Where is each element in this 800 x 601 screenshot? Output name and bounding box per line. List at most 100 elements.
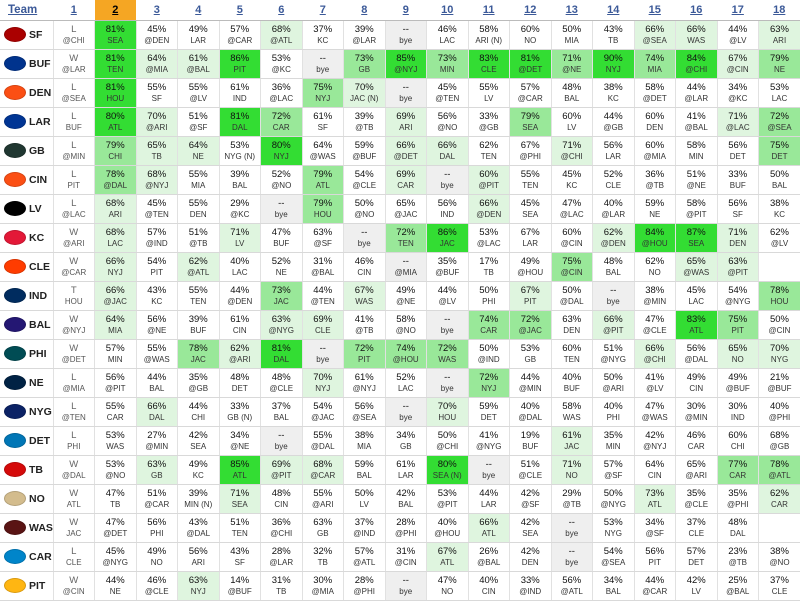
week-cell[interactable]: 29%@TB [551,485,593,514]
week-cell[interactable]: 30%@MIN [676,398,718,427]
week-cell[interactable]: 55%CAR [95,398,137,427]
week-cell[interactable]: 61%IND [219,79,261,108]
week-cell[interactable]: 58%@DET [634,79,676,108]
week-cell[interactable]: 27%@MIN [136,427,178,456]
week-cell[interactable]: 44%@TEN [302,282,344,311]
week-cell[interactable]: 67%ATL [427,543,469,572]
week-cell[interactable]: 48%@CLE [261,369,303,398]
week-cell[interactable]: 63%NYJ [178,572,220,601]
week-cell[interactable]: L@CHI [53,21,95,50]
week-cell[interactable]: 57%@CAR [219,21,261,50]
week-cell[interactable]: 61%LAR [385,456,427,485]
week-cell[interactable]: 75%@CIN [551,253,593,282]
week-cell[interactable]: 66%@DET [385,137,427,166]
week-cell[interactable]: 74%MIA [634,50,676,79]
week-cell[interactable]: 50%@CHI [427,427,469,456]
week-cell[interactable]: 66%ATL [468,514,510,543]
week-cell[interactable]: --bye [302,50,344,79]
week-cell[interactable]: 74%@HOU [385,340,427,369]
week-cell[interactable]: 45%@NYG [95,543,137,572]
week-cell[interactable]: 55%LV [468,79,510,108]
week-cell[interactable]: 51%@CAR [136,485,178,514]
week-cell[interactable]: 73%JAC [261,282,303,311]
week-cell[interactable]: 47%@CLE [634,311,676,340]
week-cell[interactable]: 58%@NO [385,311,427,340]
week-cell[interactable]: 75%NYJ [302,79,344,108]
week-cell[interactable]: 37%@IND [344,514,386,543]
week-header-7[interactable]: 7 [302,0,344,21]
week-header-8[interactable]: 8 [344,0,386,21]
week-cell[interactable]: 60%@MIA [634,137,676,166]
week-cell[interactable]: 75%PIT [717,311,759,340]
week-cell[interactable]: 34%@KC [717,79,759,108]
week-cell[interactable]: 59%DET [468,398,510,427]
week-cell[interactable]: 44%@CAR [634,572,676,601]
team-cell[interactable]: IND [0,282,53,311]
week-cell[interactable]: 45%KC [551,166,593,195]
week-cell[interactable]: 83%CLE [468,50,510,79]
week-cell[interactable]: 44%LAR [468,485,510,514]
week-cell[interactable]: 85%ATL [219,456,261,485]
week-cell[interactable]: 70%@ARI [136,108,178,137]
week-cell[interactable]: 80%SEA (N) [427,456,469,485]
week-cell[interactable]: 26%@BAL [468,543,510,572]
week-cell[interactable]: W@ARI [53,224,95,253]
week-cell[interactable]: --bye [261,427,303,456]
week-header-4[interactable]: 4 [178,0,220,21]
week-cell[interactable]: 73%MIN [427,50,469,79]
week-cell[interactable]: 85%@NYJ [385,50,427,79]
week-cell[interactable]: 43%KC [136,282,178,311]
week-cell[interactable]: 69%ARI [385,108,427,137]
week-cell[interactable]: L@LAC [53,195,95,224]
week-cell[interactable]: 64%NE [178,137,220,166]
week-cell[interactable]: 42%BAL [385,485,427,514]
week-cell[interactable]: 50%LV [344,485,386,514]
week-cell[interactable]: 53%WAS [95,427,137,456]
week-cell[interactable]: 31%@BAL [302,253,344,282]
week-cell[interactable]: 86%JAC [427,224,469,253]
week-cell[interactable]: 17%TB [468,253,510,282]
week-cell[interactable]: 61%@BAL [178,50,220,79]
week-cell[interactable]: 39%BUF [178,311,220,340]
team-cell[interactable]: CAR [0,543,53,572]
week-cell[interactable]: 60%DEN [634,108,676,137]
week-cell[interactable]: 62%@ARI [219,340,261,369]
week-cell[interactable]: 80%NYJ [261,137,303,166]
week-cell[interactable]: 70%JAC (N) [344,79,386,108]
week-cell[interactable]: 47%BUF [261,224,303,253]
week-cell[interactable]: 48%DET [219,369,261,398]
week-cell[interactable] [759,514,800,543]
week-cell[interactable]: 41%@LV [634,369,676,398]
week-cell[interactable]: 60%@PIT [468,166,510,195]
week-cell[interactable]: 43%@DAL [178,514,220,543]
week-cell[interactable]: 59%@BUF [344,137,386,166]
week-cell[interactable]: 51%@NYG [593,340,635,369]
week-cell[interactable]: 59%BAL [344,456,386,485]
week-cell[interactable]: 50%@IND [468,340,510,369]
week-cell[interactable]: 53%@LAC [468,224,510,253]
week-cell[interactable]: --bye [261,195,303,224]
team-column-header[interactable]: Team [0,0,53,21]
week-cell[interactable]: 56%@DAL [676,340,718,369]
week-cell[interactable]: 39%@LAR [344,21,386,50]
week-cell[interactable]: 55%TEN [178,282,220,311]
week-cell[interactable]: 57%DET [676,543,718,572]
week-cell[interactable]: 14%@BUF [219,572,261,601]
week-cell[interactable]: 63%GB [302,514,344,543]
week-header-5[interactable]: 5 [219,0,261,21]
week-cell[interactable]: 28%@PHI [385,514,427,543]
week-cell[interactable]: 40%@HOU [427,514,469,543]
week-cell[interactable]: 68%@GB [759,427,800,456]
week-cell[interactable]: --bye [385,572,427,601]
week-cell[interactable]: 34%@SF [634,514,676,543]
week-cell[interactable]: 50%@ARI [593,369,635,398]
week-cell[interactable]: 81%TEN [95,50,137,79]
week-cell[interactable]: 68%@ATL [261,21,303,50]
week-cell[interactable]: 62%@ATL [178,253,220,282]
week-cell[interactable]: 60%@CIN [551,224,593,253]
week-cell[interactable]: 61%JAC [551,427,593,456]
week-cell[interactable]: 28%@LAR [261,543,303,572]
week-cell[interactable]: 48%BAL [593,253,635,282]
